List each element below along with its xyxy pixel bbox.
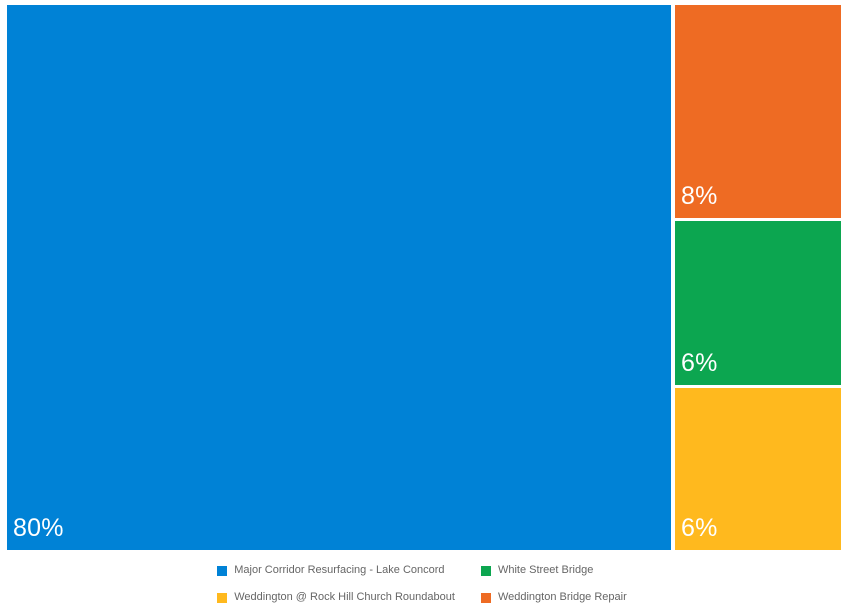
legend-label: Major Corridor Resurfacing - Lake Concor… (234, 564, 445, 576)
legend-item-weddington-bridge-repair[interactable]: Weddington Bridge Repair (480, 591, 627, 604)
treemap-tile-white-street-bridge[interactable]: 6% (675, 221, 841, 385)
legend-swatch-icon (480, 592, 491, 603)
legend-label: Weddington Bridge Repair (497, 591, 627, 603)
treemap-tile-major-corridor-resurfacing[interactable]: 80% (7, 5, 671, 550)
chart-legend: Major Corridor Resurfacing - Lake Concor… (0, 564, 844, 604)
tile-percent-label: 8% (681, 182, 718, 211)
legend-label: White Street Bridge (497, 564, 594, 576)
treemap-tile-weddington-rock-hill-roundabout[interactable]: 6% (675, 388, 841, 550)
legend-label: Weddington @ Rock Hill Church Roundabout (234, 591, 455, 603)
legend-item-major-corridor-resurfacing[interactable]: Major Corridor Resurfacing - Lake Concor… (217, 564, 455, 577)
tile-percent-label: 6% (681, 514, 718, 543)
legend-item-white-street-bridge[interactable]: White Street Bridge (480, 564, 627, 577)
legend-swatch-icon (217, 565, 228, 576)
treemap-tile-weddington-bridge-repair[interactable]: 8% (675, 5, 841, 218)
tile-percent-label: 80% (13, 514, 64, 543)
legend-item-weddington-rock-hill-roundabout[interactable]: Weddington @ Rock Hill Church Roundabout (217, 591, 455, 604)
legend-swatch-icon (217, 592, 228, 603)
treemap-plot-area: 80% 8% 6% 6% (7, 5, 841, 550)
tile-percent-label: 6% (681, 349, 718, 378)
legend-swatch-icon (480, 565, 491, 576)
